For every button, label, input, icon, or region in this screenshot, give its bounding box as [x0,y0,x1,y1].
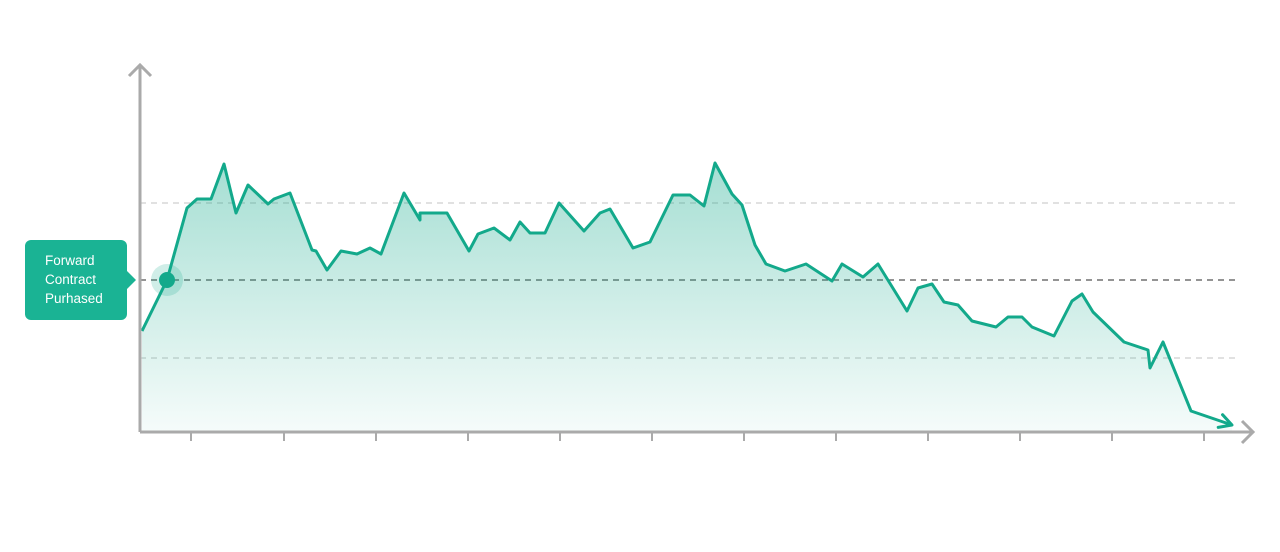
series-line [140,161,1233,427]
x-axis [140,419,1256,445]
area-fill [142,163,1232,432]
annotation-callout: Forward Contract Purhased [25,240,136,320]
line-arrowhead [1216,413,1234,429]
annotation-point [159,272,175,288]
y-axis [127,62,153,432]
